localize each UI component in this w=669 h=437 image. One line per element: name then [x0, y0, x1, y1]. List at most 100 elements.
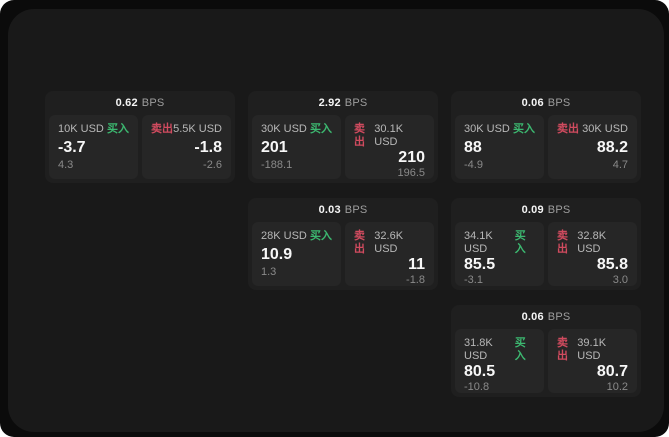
bps-label: BPS [344, 204, 368, 216]
sell-delta: -2.6 [203, 159, 222, 171]
quote-card: 0.62 BPS 10K USD 买入 -3.7 4.3 卖出 5.5K USD [45, 91, 235, 183]
quote-card: 0.03 BPS 28K USD 买入 10.9 1.3 卖出 32.6K US… [248, 198, 438, 290]
bps-label: BPS [547, 311, 571, 323]
buy-panel[interactable]: 30K USD 买入 201 -188.1 [252, 115, 341, 179]
buy-side-label: 买入 [310, 230, 332, 242]
sell-panel-top: 卖出 39.1K USD [557, 337, 628, 363]
quote-card: 2.92 BPS 30K USD 买入 201 -188.1 卖出 30.1K … [248, 91, 438, 183]
buy-panel-top: 30K USD 买入 [261, 123, 332, 136]
buy-price: 80.5 [464, 363, 496, 380]
card-body: 10K USD 买入 -3.7 4.3 卖出 5.5K USD -1.8 -2.… [49, 115, 231, 179]
sell-price: -1.8 [194, 138, 222, 156]
sell-panel-top: 卖出 30K USD [557, 123, 628, 136]
bps-label: BPS [141, 97, 165, 109]
buy-delta: 1.3 [261, 266, 277, 278]
sell-amount: 32.8K USD [577, 230, 607, 255]
spread-header: 0.09 BPS [451, 198, 641, 222]
sell-side-label: 卖出 [354, 230, 365, 255]
sell-panel[interactable]: 卖出 5.5K USD -1.8 -2.6 [142, 115, 231, 179]
buy-amount: 30K USD [261, 123, 307, 135]
sell-panel[interactable]: 卖出 30.1K USD 210 196.5 [345, 115, 434, 179]
sell-amount: 30K USD [582, 123, 628, 135]
buy-panel-top: 28K USD 买入 [261, 230, 332, 243]
sell-panel-top: 卖出 32.8K USD [557, 230, 628, 256]
buy-panel[interactable]: 30K USD 买入 88 -4.9 [455, 115, 544, 179]
buy-side-label: 买入 [514, 230, 526, 255]
sell-panel[interactable]: 卖出 30K USD 88.2 4.7 [548, 115, 637, 179]
sell-amount: 39.1K USD [577, 337, 607, 362]
sell-price: 11 [408, 256, 425, 273]
card-body: 30K USD 买入 88 -4.9 卖出 30K USD 88.2 4.7 [455, 115, 637, 179]
sell-amount: 32.6K USD [374, 230, 404, 255]
buy-panel-top: 10K USD 买入 [58, 123, 129, 136]
sell-side-label: 卖出 [151, 123, 173, 135]
sell-side-label: 卖出 [354, 123, 365, 148]
quote-card: 0.09 BPS 34.1K USD 买入 85.5 -3.1 卖出 32.8K… [451, 198, 641, 290]
buy-amount: 10K USD [58, 123, 104, 135]
sell-delta: 10.2 [606, 381, 628, 393]
sell-price: 85.8 [596, 256, 628, 273]
buy-delta: -4.9 [464, 159, 483, 171]
buy-delta: -188.1 [261, 159, 293, 171]
buy-panel[interactable]: 31.8K USD 买入 80.5 -10.8 [455, 329, 544, 393]
buy-panel[interactable]: 10K USD 买入 -3.7 4.3 [49, 115, 138, 179]
card-body: 28K USD 买入 10.9 1.3 卖出 32.6K USD 11 -1.8 [252, 222, 434, 286]
sell-amount: 5.5K USD [173, 123, 222, 135]
buy-side-label: 买入 [310, 123, 332, 135]
buy-delta: -10.8 [464, 381, 490, 393]
sell-panel-top: 卖出 32.6K USD [354, 230, 425, 256]
sell-panel[interactable]: 卖出 32.8K USD 85.8 3.0 [548, 222, 637, 286]
card-body: 30K USD 买入 201 -188.1 卖出 30.1K USD 210 1… [252, 115, 434, 179]
spread-header: 0.03 BPS [248, 198, 438, 222]
quote-card: 0.06 BPS 30K USD 买入 88 -4.9 卖出 30K USD [451, 91, 641, 183]
buy-price: 85.5 [464, 256, 496, 273]
sell-amount: 30.1K USD [374, 123, 404, 148]
spread-value: 0.62 [115, 97, 138, 109]
buy-panel-top: 34.1K USD 买入 [464, 230, 535, 256]
buy-panel[interactable]: 28K USD 买入 10.9 1.3 [252, 222, 341, 286]
spread-header: 0.06 BPS [451, 305, 641, 329]
card-body: 34.1K USD 买入 85.5 -3.1 卖出 32.8K USD 85.8… [455, 222, 637, 286]
buy-amount: 30K USD [464, 123, 510, 135]
spread-value: 0.09 [521, 204, 544, 216]
buy-amount: 28K USD [261, 230, 307, 242]
spread-header: 2.92 BPS [248, 91, 438, 115]
buy-panel-top: 31.8K USD 买入 [464, 337, 535, 363]
sell-panel-top: 卖出 30.1K USD [354, 123, 425, 149]
spread-value: 2.92 [318, 97, 341, 109]
sell-price: 210 [398, 149, 425, 166]
buy-delta: 4.3 [58, 159, 74, 171]
buy-panel[interactable]: 34.1K USD 买入 85.5 -3.1 [455, 222, 544, 286]
quote-board: 0.62 BPS 10K USD 买入 -3.7 4.3 卖出 5.5K USD [8, 9, 664, 432]
buy-price: 88 [464, 138, 482, 156]
buy-delta: -3.1 [464, 274, 483, 286]
sell-side-label: 卖出 [557, 123, 579, 135]
bps-label: BPS [547, 97, 571, 109]
buy-amount: 31.8K USD [464, 337, 493, 362]
spread-header: 0.06 BPS [451, 91, 641, 115]
buy-price: -3.7 [58, 138, 86, 156]
sell-delta: 196.5 [397, 167, 425, 179]
spread-header: 0.62 BPS [45, 91, 235, 115]
buy-amount: 34.1K USD [464, 230, 493, 255]
bps-label: BPS [344, 97, 368, 109]
buy-side-label: 买入 [107, 123, 129, 135]
sell-delta: -1.8 [406, 274, 425, 286]
spread-value: 0.06 [521, 311, 544, 323]
bps-label: BPS [547, 204, 571, 216]
buy-price: 10.9 [261, 245, 293, 263]
sell-side-label: 卖出 [557, 230, 568, 255]
sell-panel[interactable]: 卖出 32.6K USD 11 -1.8 [345, 222, 434, 286]
sell-side-label: 卖出 [557, 337, 568, 362]
quote-card: 0.06 BPS 31.8K USD 买入 80.5 -10.8 卖出 39.1… [451, 305, 641, 397]
sell-price: 80.7 [596, 363, 628, 380]
buy-price: 201 [261, 138, 288, 156]
spread-value: 0.06 [521, 97, 544, 109]
sell-delta: 3.0 [612, 274, 628, 286]
sell-panel[interactable]: 卖出 39.1K USD 80.7 10.2 [548, 329, 637, 393]
sell-price: 88.2 [596, 138, 628, 156]
buy-side-label: 买入 [514, 337, 526, 362]
sell-panel-top: 卖出 5.5K USD [151, 123, 222, 136]
card-body: 31.8K USD 买入 80.5 -10.8 卖出 39.1K USD 80.… [455, 329, 637, 393]
